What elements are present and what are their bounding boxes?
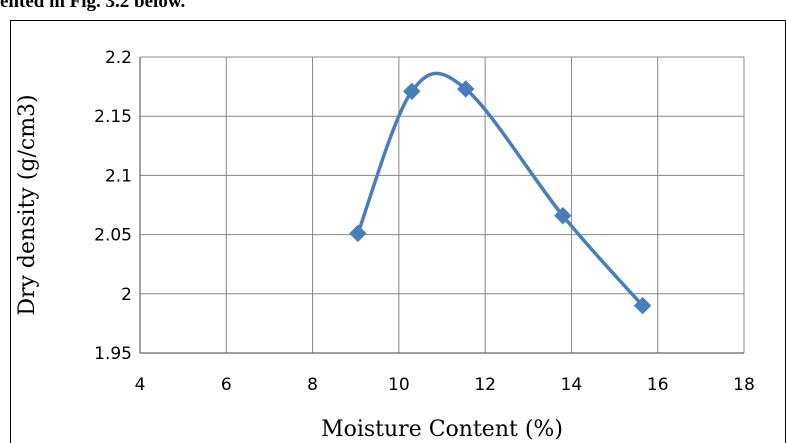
figure-frame-top [10,20,786,21]
x-tick-label: 10 [388,375,410,395]
x-tick-labels: 4 6 8 10 12 14 16 18 [135,375,755,395]
x-tick-label: 16 [647,375,669,395]
figure-frame-left [10,20,11,443]
data-point-marker [633,296,652,315]
data-point-marker [457,80,475,98]
y-tick-label: 1.95 [94,344,132,364]
y-tick-label: 2.15 [94,107,132,127]
data-point-marker [554,206,572,225]
y-tick-label: 2.1 [105,166,132,186]
x-tick-label: 8 [307,375,318,395]
x-tick-label: 12 [474,375,496,395]
y-tick-label: 2.2 [105,48,132,68]
y-tick-label: 2.05 [94,226,132,246]
figure-caption: ented in Fig. 3.2 below. [0,0,186,12]
data-point-marker [349,224,367,243]
y-axis-label: Dry density (g/cm3) [15,94,40,315]
x-tick-label: 14 [561,375,583,395]
data-point-marker [403,82,421,101]
x-axis-label: Moisture Content (%) [321,417,563,442]
x-tick-label: 18 [733,375,755,395]
y-tick-label: 2 [121,285,132,305]
y-tick-labels: 1.95 2 2.05 2.1 2.15 2.2 [94,48,132,364]
x-tick-label: 4 [135,375,146,395]
series-group [349,71,652,315]
series-line [356,71,645,308]
gridlines [139,56,745,354]
x-tick-label: 6 [221,375,232,395]
